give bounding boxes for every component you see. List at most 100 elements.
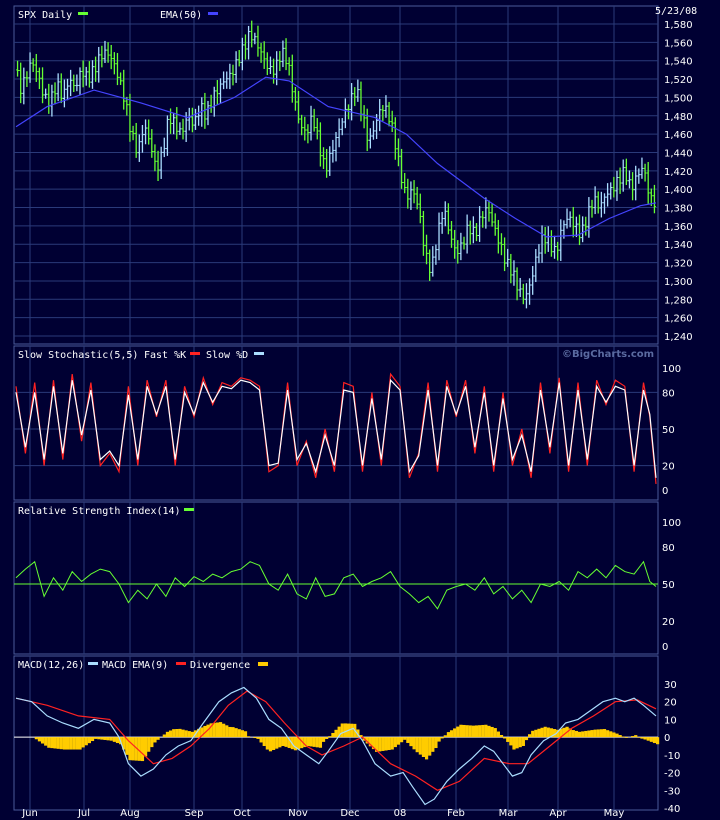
d-legend-swatch bbox=[254, 352, 264, 355]
rsi-line bbox=[15, 560, 657, 610]
divergence-bar-140 bbox=[234, 728, 238, 738]
price-y-tick-10: 1,380 bbox=[664, 204, 693, 215]
divergence-legend: Divergence bbox=[190, 660, 250, 671]
divergence-bar-236 bbox=[384, 737, 388, 751]
stochastic-title: Slow Stochastic(5,5) bbox=[18, 350, 138, 361]
divergence-bar-210 bbox=[343, 723, 348, 738]
macd-panel-frame bbox=[13, 655, 659, 811]
x-tick-08: 08 bbox=[394, 808, 407, 819]
stoch-d-line bbox=[15, 378, 657, 478]
divergence-bar-396 bbox=[634, 735, 638, 738]
divergence-bar-270 bbox=[437, 737, 441, 742]
divergence-bar-320 bbox=[515, 737, 519, 749]
divergence-bar-400 bbox=[640, 737, 644, 739]
divergence-bar-120 bbox=[203, 725, 207, 738]
divergence-bar-110 bbox=[187, 731, 191, 738]
divergence-bar-130 bbox=[218, 722, 223, 738]
divergence-bar-284 bbox=[459, 724, 463, 738]
divergence-bar-56 bbox=[103, 737, 107, 740]
divergence-bar-296 bbox=[478, 725, 482, 738]
divergence-bar-324 bbox=[521, 737, 525, 746]
divergence-bar-386 bbox=[618, 735, 622, 738]
divergence-bar-410 bbox=[656, 737, 660, 745]
price-y-tick-17: 1,240 bbox=[664, 332, 693, 343]
divergence-bar-46 bbox=[87, 737, 92, 744]
divergence-bar-300 bbox=[484, 724, 488, 738]
divergence-bar-408 bbox=[652, 737, 657, 744]
divergence-bar-326 bbox=[524, 737, 529, 741]
divergence-bar-100 bbox=[172, 729, 176, 738]
divergence-bar-138 bbox=[231, 727, 235, 738]
divergence-bar-362 bbox=[581, 731, 585, 738]
divergence-bar-108 bbox=[184, 730, 188, 738]
price-y-tick-9: 1,400 bbox=[664, 185, 693, 196]
macd-y-tick-4: -10 bbox=[664, 751, 680, 762]
divergence-bar-168 bbox=[278, 737, 282, 748]
divergence-bar-366 bbox=[587, 730, 591, 738]
divergence-bar-354 bbox=[568, 728, 572, 738]
divergence-bar-370 bbox=[593, 729, 597, 738]
divergence-bar-382 bbox=[612, 732, 616, 738]
divergence-bar-80 bbox=[140, 737, 145, 762]
divergence-bar-182 bbox=[300, 737, 304, 749]
divergence-bar-276 bbox=[446, 732, 451, 738]
divergence-bar-266 bbox=[431, 737, 435, 752]
divergence-bar-24 bbox=[53, 737, 57, 749]
price-y-tick-6: 1,460 bbox=[664, 130, 693, 141]
macd-line bbox=[15, 686, 657, 806]
price-y-tick-14: 1,300 bbox=[664, 277, 693, 288]
divergence-bar-254 bbox=[412, 737, 416, 750]
divergence-bar-308 bbox=[496, 731, 500, 738]
ema-line bbox=[15, 76, 657, 238]
divergence-bar-332 bbox=[534, 729, 538, 738]
divergence-bar-384 bbox=[615, 733, 619, 738]
x-tick-Nov: Nov bbox=[288, 808, 308, 819]
divergence-bar-388 bbox=[621, 736, 625, 738]
stoch-y-tick-1: 80 bbox=[662, 388, 675, 399]
stoch-y-tick-0: 100 bbox=[662, 364, 681, 375]
divergence-bar-248 bbox=[403, 737, 407, 740]
macd-y-tick-1: 20 bbox=[664, 698, 677, 709]
divergence-bar-122 bbox=[206, 724, 210, 738]
divergence-bar-144 bbox=[240, 730, 244, 738]
divergence-bar-98 bbox=[168, 730, 173, 738]
divergence-bar-374 bbox=[599, 729, 604, 738]
divergence-bar-244 bbox=[396, 737, 401, 745]
x-tick-Jun: Jun bbox=[21, 808, 38, 819]
divergence-bar-68 bbox=[122, 737, 126, 750]
x-tick-Aug: Aug bbox=[120, 808, 140, 819]
divergence-bar-48 bbox=[90, 737, 95, 742]
price-y-tick-15: 1,280 bbox=[664, 295, 693, 306]
divergence-bar-342 bbox=[549, 728, 554, 738]
divergence-bar-230 bbox=[375, 737, 379, 752]
divergence-bar-242 bbox=[393, 737, 397, 748]
divergence-bar-328 bbox=[528, 734, 532, 738]
divergence-bar-404 bbox=[646, 737, 650, 741]
divergence-bar-358 bbox=[574, 730, 579, 738]
divergence-bar-96 bbox=[165, 731, 170, 738]
divergence-bar-330 bbox=[531, 730, 535, 738]
divergence-bar-136 bbox=[228, 726, 232, 738]
stochastic-k-legend: Fast %K bbox=[144, 350, 186, 361]
divergence-bar-340 bbox=[546, 727, 550, 738]
macd-y-tick-7: -40 bbox=[664, 804, 680, 815]
stoch-y-tick-3: 20 bbox=[662, 462, 675, 473]
divergence-bar-250 bbox=[406, 737, 410, 743]
price-y-tick-12: 1,340 bbox=[664, 240, 693, 251]
divergence-bar-360 bbox=[577, 731, 582, 738]
macd-ema-legend: MACD EMA(9) bbox=[102, 660, 168, 671]
macd-legend-swatch bbox=[88, 662, 98, 665]
divergence-bar-262 bbox=[424, 737, 429, 760]
divergence-bar-304 bbox=[490, 726, 494, 738]
divergence-bar-348 bbox=[559, 728, 563, 738]
divergence-bar-338 bbox=[543, 726, 547, 738]
stoch-y-tick-2: 50 bbox=[662, 425, 675, 436]
divergence-bar-336 bbox=[540, 727, 544, 738]
divergence-bar-256 bbox=[415, 737, 419, 753]
divergence-bar-306 bbox=[493, 728, 497, 738]
divergence-bar-76 bbox=[134, 737, 138, 761]
divergence-bar-152 bbox=[253, 737, 257, 739]
divergence-bar-12 bbox=[34, 737, 38, 740]
watermark: ©BigCharts.com bbox=[562, 349, 654, 360]
stoch-y-tick-4: 0 bbox=[662, 486, 668, 497]
